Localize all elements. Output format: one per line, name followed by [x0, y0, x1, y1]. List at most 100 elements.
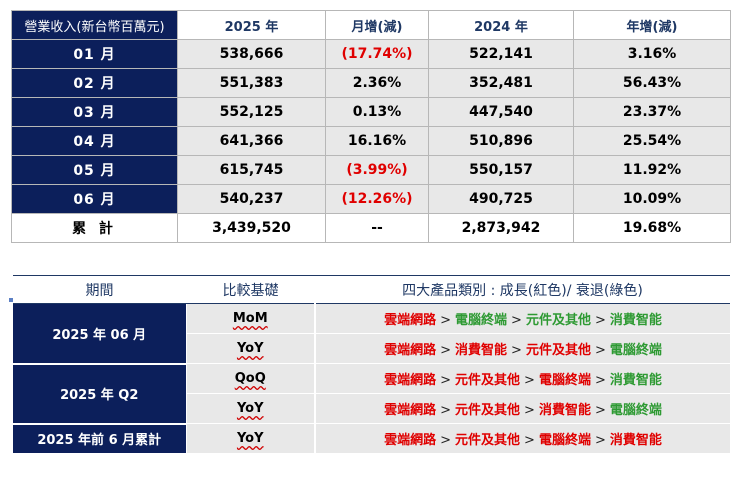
basis-label: YoY	[236, 431, 264, 446]
revenue-2025-cell: 538,666	[177, 39, 326, 69]
table-resize-handle[interactable]	[9, 298, 13, 302]
separator: >	[440, 433, 452, 448]
yoy-cell: 11.92%	[573, 155, 731, 185]
category-item: 元件及其他	[455, 403, 521, 418]
category-item: 元件及其他	[455, 373, 521, 388]
table-row: 2025 年 Q2 QoQ 雲端網路 > 元件及其他 > 電腦終端 > 消費智能	[13, 363, 730, 425]
separator: >	[524, 403, 535, 418]
header-period: 期間	[13, 275, 186, 304]
total-2024: 2,873,942	[428, 213, 574, 243]
category-item: 雲端網路	[384, 403, 437, 418]
table-row: YoY 雲端網路 > 消費智能 > 元件及其他 > 電腦終端	[13, 333, 730, 364]
yoy-cell: 3.16%	[573, 39, 731, 69]
yoy-cell: 56.43%	[573, 68, 731, 98]
category-ranking-cell: 雲端網路 > 消費智能 > 元件及其他 > 電腦終端	[314, 333, 730, 364]
total-yoy: 19.68%	[573, 213, 731, 243]
separator: >	[594, 313, 606, 328]
separator: >	[511, 313, 522, 328]
separator: >	[440, 373, 452, 388]
separator: >	[524, 433, 535, 448]
separator: >	[440, 343, 452, 358]
category-item: 雲端網路	[384, 373, 437, 388]
category-item: 消費智能	[609, 433, 662, 448]
revenue-2024-cell: 510,896	[428, 126, 574, 156]
category-ranking-cell: 雲端網路 > 元件及其他 > 消費智能 > 電腦終端	[314, 393, 730, 424]
header-2025: 2025 年	[177, 10, 326, 40]
category-ranking-cell: 雲端網路 > 元件及其他 > 電腦終端 > 消費智能	[314, 363, 730, 394]
category-item: 消費智能	[455, 343, 508, 358]
period-cell: 2025 年 Q2	[13, 363, 186, 425]
separator: >	[594, 343, 606, 358]
table-row: 2025 年 06 月 MoM 雲端網路 > 電腦終端 > 元件及其他 > 消費智能	[13, 303, 730, 365]
basis-label: MoM	[232, 311, 268, 326]
category-ranking-cell: 雲端網路 > 電腦終端 > 元件及其他 > 消費智能	[314, 303, 730, 334]
revenue-2025-cell: 615,745	[177, 155, 326, 185]
negative-value: (3.99%)	[346, 162, 408, 178]
header-categories: 四大產品類別 : 成長(紅色)/ 衰退(綠色)	[315, 275, 730, 304]
category-item: 雲端網路	[384, 313, 437, 328]
header-mom: 月增(減)	[325, 10, 429, 40]
monthly-revenue-table: 營業收入(新台幣百萬元) 2025 年 月增(減) 2024 年 年增(減) 0…	[11, 10, 731, 243]
category-item: 雲端網路	[384, 343, 437, 358]
total-mom: --	[325, 213, 429, 243]
table-row: 01 月 538,666 (17.74%) 522,141 3.16%	[11, 39, 731, 69]
category-item: 電腦終端	[538, 433, 591, 448]
category-item: 消費智能	[609, 373, 662, 388]
header-2024: 2024 年	[428, 10, 574, 40]
basis-cell: YoY	[185, 423, 315, 454]
separator: >	[440, 403, 452, 418]
month-cell: 01 月	[11, 39, 178, 69]
category-item: 電腦終端	[609, 403, 662, 418]
separator: >	[594, 373, 606, 388]
basis-cell: YoY	[185, 393, 315, 424]
table-row: 02 月 551,383 2.36% 352,481 56.43%	[11, 68, 731, 98]
separator: >	[594, 433, 606, 448]
basis-cell: QoQ	[185, 363, 315, 394]
month-cell: 06 月	[11, 184, 178, 214]
category-item: 電腦終端	[609, 343, 662, 358]
total-2025: 3,439,520	[177, 213, 326, 243]
separator: >	[524, 373, 535, 388]
revenue-2024-cell: 490,725	[428, 184, 574, 214]
yoy-cell: 10.09%	[573, 184, 731, 214]
separator: >	[440, 313, 452, 328]
header-basis: 比較基礎	[186, 275, 315, 304]
revenue-2024-cell: 352,481	[428, 68, 574, 98]
mom-cell: 2.36%	[325, 68, 429, 98]
yoy-cell: 25.54%	[573, 126, 731, 156]
revenue-2025-cell: 551,383	[177, 68, 326, 98]
month-cell: 05 月	[11, 155, 178, 185]
table-row: 03 月 552,125 0.13% 447,540 23.37%	[11, 97, 731, 127]
product-category-table: 期間 比較基礎 四大產品類別 : 成長(紅色)/ 衰退(綠色) 2025 年 0…	[13, 275, 730, 455]
revenue-2025-cell: 540,237	[177, 184, 326, 214]
month-cell: 04 月	[11, 126, 178, 156]
revenue-2025-cell: 641,366	[177, 126, 326, 156]
mom-cell: (3.99%)	[325, 155, 429, 185]
separator: >	[511, 343, 522, 358]
basis-label: QoQ	[234, 371, 266, 386]
basis-label: YoY	[236, 341, 264, 356]
month-cell: 03 月	[11, 97, 178, 127]
header-revenue-label: 營業收入(新台幣百萬元)	[11, 10, 178, 40]
table-row: 06 月 540,237 (12.26%) 490,725 10.09%	[11, 184, 731, 214]
mom-cell: (12.26%)	[325, 184, 429, 214]
category-header-row: 期間 比較基礎 四大產品類別 : 成長(紅色)/ 衰退(綠色)	[13, 275, 730, 304]
revenue-2025-cell: 552,125	[177, 97, 326, 127]
negative-value: (17.74%)	[341, 46, 413, 62]
revenue-header-row: 營業收入(新台幣百萬元) 2025 年 月增(減) 2024 年 年增(減)	[11, 10, 731, 40]
revenue-2024-cell: 447,540	[428, 97, 574, 127]
yoy-cell: 23.37%	[573, 97, 731, 127]
category-item: 元件及其他	[455, 433, 521, 448]
basis-cell: YoY	[185, 333, 315, 364]
category-ranking-cell: 雲端網路 > 元件及其他 > 電腦終端 > 消費智能	[314, 423, 730, 454]
separator: >	[594, 403, 606, 418]
table-row: YoY 雲端網路 > 元件及其他 > 消費智能 > 電腦終端	[13, 393, 730, 424]
category-item: 雲端網路	[384, 433, 437, 448]
category-item: 消費智能	[609, 313, 662, 328]
category-item: 電腦終端	[455, 313, 508, 328]
mom-cell: 16.16%	[325, 126, 429, 156]
total-row: 累 計 3,439,520 -- 2,873,942 19.68%	[11, 213, 731, 243]
category-item: 消費智能	[538, 403, 591, 418]
revenue-2024-cell: 522,141	[428, 39, 574, 69]
total-label: 累 計	[11, 213, 178, 243]
